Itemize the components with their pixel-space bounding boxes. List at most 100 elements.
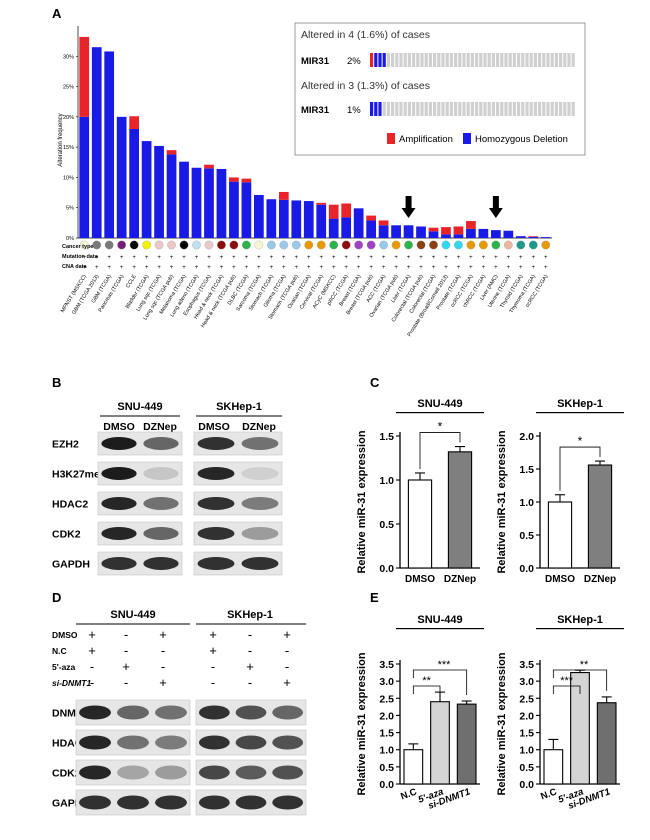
chart-title: SKHep-1 (557, 398, 603, 410)
cna-mark: + (544, 265, 548, 271)
panel-c-chart-skhep1: SKHep-1 0.0 0.5 1.0 1.5 2.0 Relative miR-31 ex… (496, 398, 624, 585)
row-label-mutation: Mutation data (62, 254, 99, 260)
y-tick-label: 0.5 (519, 762, 534, 774)
oncoprint-cell (567, 53, 571, 67)
mutation-mark: + (295, 255, 299, 261)
blot-d-snu449-band (155, 735, 187, 750)
cna-mark: + (270, 265, 274, 271)
blot-d-skhep1-band (235, 735, 267, 750)
cna-mark: + (307, 265, 311, 271)
blot-d-snu449-band (117, 765, 149, 780)
mutation-mark: + (245, 255, 249, 261)
significance-bracket (419, 432, 461, 469)
cancer-type-dot (491, 240, 501, 250)
blot-d-skhep1-band (235, 705, 267, 720)
oncoprint-cell (512, 53, 516, 67)
significance-star: *** (560, 675, 574, 687)
blot-b-snu449-band (143, 497, 179, 510)
oncoprint-cell (449, 53, 453, 67)
oncoprint-cell (407, 102, 411, 116)
y-tick-label: 5% (66, 206, 74, 212)
panel-b-western-blot: SNU-449 SKHep-1 DMSO DZNep DMSO DZNep EZH2 H3K2… (52, 401, 283, 576)
blot-d-skhep1-band (272, 765, 304, 780)
y-tick-label: 1.0 (519, 745, 534, 757)
oncoprint-cell (517, 102, 521, 116)
cancer-type-dot (479, 240, 488, 250)
cna-mark: + (145, 265, 149, 271)
cna-mark: + (245, 265, 249, 271)
y-tick-label: 2.0 (519, 431, 534, 443)
cna-mark: + (82, 265, 86, 271)
cna-mark: + (295, 265, 299, 271)
cancer-type-dot (266, 240, 276, 250)
oncoprint-cell (412, 102, 416, 116)
oncoprint-cell (529, 53, 533, 67)
oncoprint-cell (542, 53, 546, 67)
blot-b-skhep1-band (197, 527, 235, 540)
oncoprint-cell (391, 53, 395, 67)
panel-e-chart-skhep1: SKHep-1 0.0 0.5 1.0 1.5 2.0 2.5 3.0 3.5 Relative … (496, 614, 624, 812)
mutation-mark: + (394, 255, 398, 261)
treatment-sign: - (285, 643, 289, 658)
mutation-mark: + (120, 255, 124, 261)
oncoprint-cell (382, 102, 386, 116)
bar-deletion (79, 116, 90, 238)
cna-mark: + (232, 265, 236, 271)
blot-b-skhep1-band (241, 467, 279, 480)
cna-mark: + (457, 265, 461, 271)
oncoprint-track-1 (370, 53, 575, 67)
bar-amplification (341, 203, 352, 218)
cancer-type-dot (179, 240, 189, 250)
blot-d-snu449-band (79, 705, 111, 720)
oncoprint-cell (395, 102, 399, 116)
treatment-sign: - (124, 675, 128, 690)
bar-deletion (241, 182, 252, 238)
oncoprint-cell (374, 53, 378, 67)
panel-c-chart-snu449: SNU-449 0.0 0.5 1.0 1.5 Relative miR-31 expre… (356, 398, 484, 585)
cna-mark: + (282, 265, 286, 271)
y-tick-label: 15% (63, 145, 74, 151)
inset-frame (294, 22, 586, 156)
cancer-type-dot (204, 240, 214, 250)
oncoprint-cell (521, 102, 525, 116)
oncoprint-cell (445, 53, 449, 67)
mutation-mark: + (519, 255, 523, 261)
blot-d-skhep1-band (198, 705, 230, 720)
bar-amplification (278, 191, 289, 200)
cancer-type-dot (503, 240, 513, 250)
cancer-type-dot (167, 240, 176, 250)
cancer-type-dot (192, 240, 201, 250)
oncoprint-cell (508, 53, 512, 67)
mutation-mark: + (507, 255, 511, 261)
mutation-mark: + (532, 255, 536, 261)
x-tick-label: DZNep (444, 574, 476, 585)
oncoprint-cell (483, 53, 487, 67)
y-tick-label: 0.0 (519, 563, 534, 575)
protein-label: GAPDH (52, 559, 90, 571)
bar (407, 479, 433, 569)
panel-letter-c: C (370, 375, 380, 390)
oncoprint-cell (529, 102, 533, 116)
mutation-mark: + (444, 255, 448, 261)
panel-letter-d: D (52, 590, 61, 605)
oncoprint-cell (567, 102, 571, 116)
title-underline (536, 412, 624, 414)
mutation-mark: + (369, 255, 373, 261)
oncoprint-cell (563, 53, 567, 67)
bar-amplification (241, 178, 252, 183)
cancer-type-dot (429, 240, 438, 250)
oncoprint-cell (382, 53, 386, 67)
x-tick-label: N.C (539, 786, 558, 802)
oncoprint-cell (533, 53, 537, 67)
bar-deletion (254, 194, 264, 238)
cancer-type-dot (217, 240, 226, 250)
cell-line-label-snu449: SNU-449 (117, 401, 162, 413)
legend-amp-swatch (387, 133, 395, 144)
row-label-cancer-type: Cancer type (62, 244, 94, 250)
treatment-sign: - (248, 627, 252, 642)
oncoprint-cell (462, 53, 466, 67)
y-tick-label: 1.0 (379, 745, 394, 757)
chart-title: SNU-449 (417, 614, 462, 626)
oncoprint-cell (386, 102, 390, 116)
oncoprint-cell (403, 102, 407, 116)
